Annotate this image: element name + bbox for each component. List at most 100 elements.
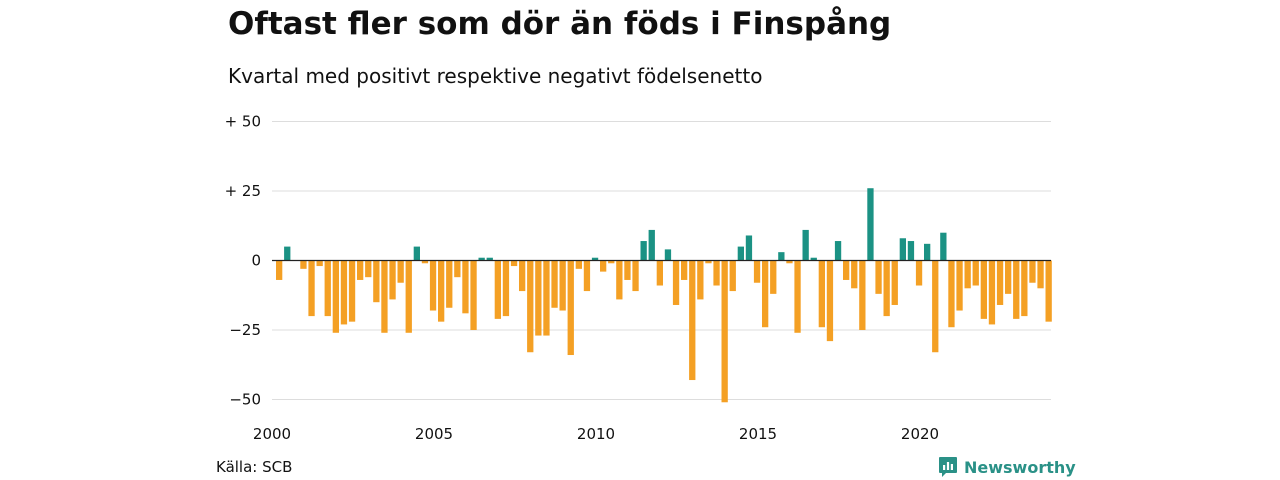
bar-negative — [583, 260, 591, 292]
bar-negative — [1045, 260, 1052, 322]
bar-positive — [413, 246, 420, 261]
y-tick-label: 0 — [251, 252, 261, 270]
bar-negative — [713, 260, 720, 286]
bar-negative — [1005, 260, 1012, 294]
x-tick-label: 2010 — [577, 425, 615, 443]
chart-title: Oftast fler som dör än föds i Finspång — [228, 6, 892, 42]
bar-negative — [980, 260, 987, 319]
bar-positive — [737, 246, 744, 261]
bar-negative — [316, 260, 323, 267]
bar-negative — [470, 260, 477, 330]
bar-negative — [948, 260, 955, 328]
bar-positive — [924, 243, 931, 261]
x-tick-label: 2015 — [739, 425, 777, 443]
chart-subtitle: Kvartal med positivt respektive negativt… — [228, 64, 763, 88]
bar-negative — [357, 260, 364, 280]
bar-negative — [656, 260, 663, 286]
bar-positive — [940, 232, 947, 261]
bar-negative — [705, 260, 712, 264]
bar-negative — [502, 260, 510, 317]
bar-negative — [681, 260, 688, 280]
brand-name: Newsworthy — [964, 457, 1076, 477]
bar-negative — [308, 260, 315, 317]
bar-positive — [648, 229, 655, 261]
bar-negative — [826, 260, 834, 342]
bar-negative — [494, 260, 501, 319]
bar-negative — [429, 260, 437, 311]
bar-negative — [381, 260, 388, 333]
bar-negative — [753, 260, 761, 283]
bar-negative — [389, 260, 396, 300]
bar-negative — [859, 260, 866, 330]
bar-positive — [664, 249, 672, 261]
bar-negative — [543, 260, 550, 336]
bar-negative — [932, 260, 939, 353]
bar-negative — [786, 260, 793, 264]
bar-negative — [632, 260, 639, 292]
bar-negative — [340, 260, 348, 325]
bar-negative — [697, 260, 704, 300]
bar-positive — [284, 246, 291, 261]
bar-negative — [438, 260, 445, 322]
bar-negative — [729, 260, 736, 292]
bar-negative — [365, 260, 372, 278]
bar-negative — [794, 260, 801, 333]
newsworthy-brand[interactable]: Newsworthy — [938, 456, 1076, 478]
bar-negative — [851, 260, 858, 289]
x-tick-label: 2000 — [253, 425, 291, 443]
bar-negative — [915, 260, 923, 286]
bar-negative — [891, 260, 898, 305]
bar-negative — [1021, 260, 1028, 317]
bar-negative — [875, 260, 882, 294]
bar-negative — [535, 260, 542, 336]
source-label: Källa: SCB — [216, 458, 293, 476]
bar-negative — [519, 260, 526, 292]
bar-positive — [867, 188, 874, 261]
bar-negative — [300, 260, 307, 269]
y-tick-label: + 50 — [225, 113, 261, 131]
bar-negative — [762, 260, 769, 328]
bar-negative — [276, 260, 283, 280]
bar-negative — [721, 260, 728, 403]
bar-negative — [397, 260, 404, 283]
bar-negative — [818, 260, 825, 328]
bar-negative — [324, 260, 331, 317]
y-tick-label: −25 — [229, 321, 261, 339]
bar-positive — [486, 257, 493, 261]
bar-positive — [591, 257, 599, 261]
bar-negative — [421, 260, 429, 264]
bar-positive — [802, 229, 809, 261]
bar-negative — [988, 260, 996, 325]
bar-negative — [527, 260, 534, 353]
bar-positive — [745, 235, 753, 261]
bar-negative — [1029, 260, 1036, 283]
bar-positive — [899, 238, 906, 261]
bar-negative — [672, 260, 680, 305]
bar-negative — [446, 260, 453, 308]
bar-negative — [624, 260, 631, 280]
bar-negative — [1037, 260, 1044, 289]
bar-positive — [640, 241, 647, 261]
bar-negative — [616, 260, 623, 300]
bar-negative — [575, 260, 582, 269]
newsworthy-logo-icon — [939, 457, 957, 477]
bar-negative — [405, 260, 412, 333]
y-tick-label: −50 — [229, 391, 261, 409]
bar-negative — [608, 260, 615, 264]
bar-negative — [964, 260, 971, 289]
bar-negative — [332, 260, 339, 333]
bar-negative — [843, 260, 850, 280]
x-tick-label: 2020 — [901, 425, 939, 443]
bar-negative — [883, 260, 890, 317]
bar-negative — [956, 260, 963, 311]
bar-positive — [478, 257, 485, 261]
bar-negative — [600, 260, 607, 272]
bar-positive — [834, 241, 842, 261]
bar-negative — [559, 260, 566, 311]
bar-negative — [348, 260, 356, 322]
bar-negative — [551, 260, 558, 308]
bar-negative — [510, 260, 518, 267]
bar-negative — [689, 260, 696, 381]
bar-negative — [373, 260, 380, 303]
